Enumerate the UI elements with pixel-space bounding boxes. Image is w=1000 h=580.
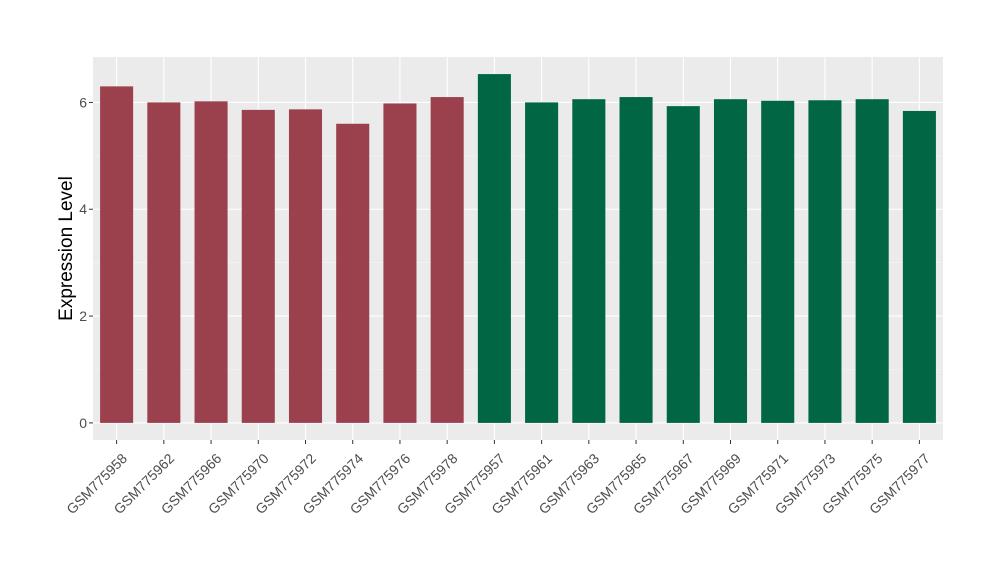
bar-GSM775957 bbox=[477, 74, 511, 423]
y-tick-label: 6 bbox=[79, 94, 87, 110]
y-tick-label: 2 bbox=[79, 308, 87, 324]
plot-panel bbox=[93, 57, 943, 440]
bar-GSM775962 bbox=[147, 102, 181, 423]
bar-GSM775963 bbox=[572, 99, 606, 423]
bar-GSM775977 bbox=[902, 110, 936, 423]
bar-GSM775967 bbox=[666, 106, 700, 423]
bar-GSM775974 bbox=[336, 123, 370, 423]
bar-GSM775975 bbox=[855, 99, 889, 423]
bar-GSM775961 bbox=[525, 102, 559, 423]
y-tick-label: 0 bbox=[79, 415, 87, 431]
bar-GSM775969 bbox=[713, 99, 748, 423]
bar-GSM775973 bbox=[808, 100, 842, 423]
bars bbox=[100, 74, 936, 423]
bar-GSM775971 bbox=[761, 100, 795, 423]
bar-GSM775970 bbox=[241, 109, 275, 423]
y-axis: 0 2 4 6 bbox=[79, 94, 93, 431]
bar-GSM775976 bbox=[383, 103, 417, 423]
y-tick-label: 4 bbox=[79, 201, 87, 217]
bar-GSM775958 bbox=[100, 86, 134, 423]
x-axis: GSM775958GSM775962GSM775966GSM775970GSM7… bbox=[63, 440, 933, 517]
bar-GSM775965 bbox=[619, 97, 653, 423]
y-axis-title: Expression Level bbox=[56, 176, 77, 321]
bar-GSM775972 bbox=[288, 109, 323, 423]
bar-GSM775978 bbox=[430, 97, 464, 423]
bar-GSM775966 bbox=[194, 101, 228, 423]
